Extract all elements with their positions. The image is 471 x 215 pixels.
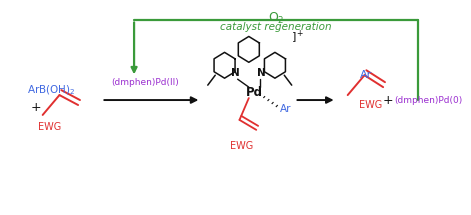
Text: ]$^+$: ]$^+$ (291, 29, 304, 46)
Text: EWG: EWG (359, 100, 382, 110)
Text: N: N (231, 68, 240, 78)
Text: Pd: Pd (246, 86, 263, 99)
Text: Ar: Ar (360, 70, 372, 80)
Text: (dmphen)Pd(II): (dmphen)Pd(II) (112, 78, 179, 87)
Text: catalyst regeneration: catalyst regeneration (220, 22, 332, 32)
Text: EWG: EWG (230, 141, 253, 151)
Text: (dmphen)Pd(0): (dmphen)Pd(0) (394, 95, 463, 104)
Text: Ar: Ar (280, 104, 291, 114)
Text: +: + (382, 94, 393, 107)
Text: N: N (258, 68, 266, 78)
Text: ArB(OH)$_2$: ArB(OH)$_2$ (27, 83, 75, 97)
Text: O$_2$: O$_2$ (268, 11, 284, 26)
Text: +: + (31, 100, 41, 114)
Text: EWG: EWG (38, 122, 61, 132)
